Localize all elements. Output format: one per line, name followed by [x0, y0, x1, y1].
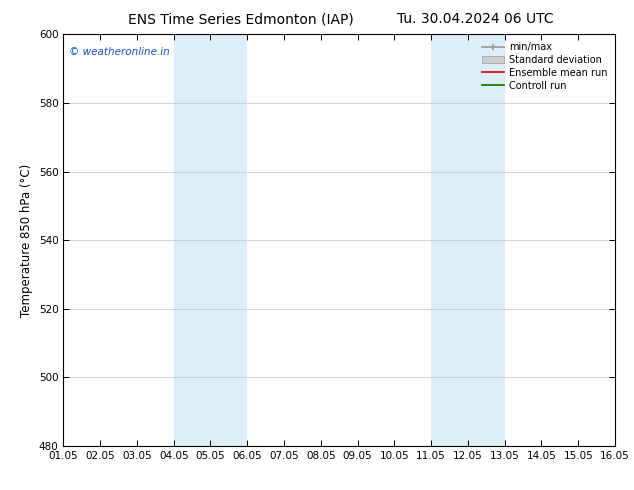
Bar — [174, 34, 247, 446]
Text: © weatheronline.in: © weatheronline.in — [69, 47, 170, 57]
Y-axis label: Temperature 850 hPa (°C): Temperature 850 hPa (°C) — [20, 164, 33, 317]
Text: ENS Time Series Edmonton (IAP): ENS Time Series Edmonton (IAP) — [128, 12, 354, 26]
Text: Tu. 30.04.2024 06 UTC: Tu. 30.04.2024 06 UTC — [397, 12, 554, 26]
Bar — [431, 34, 505, 446]
Legend: min/max, Standard deviation, Ensemble mean run, Controll run: min/max, Standard deviation, Ensemble me… — [479, 39, 610, 94]
